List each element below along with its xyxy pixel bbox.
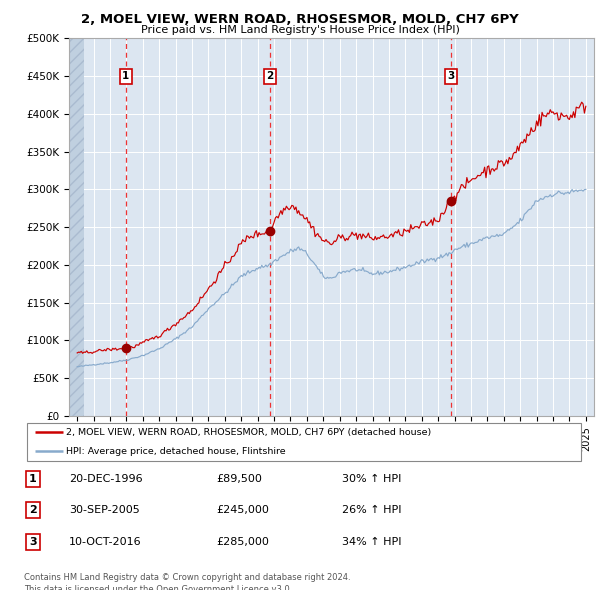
Text: £245,000: £245,000 <box>216 506 269 515</box>
Text: 1: 1 <box>29 474 37 484</box>
Text: 10-OCT-2016: 10-OCT-2016 <box>69 537 142 546</box>
Text: 2: 2 <box>29 506 37 515</box>
FancyBboxPatch shape <box>27 423 581 461</box>
Text: 20-DEC-1996: 20-DEC-1996 <box>69 474 143 484</box>
Text: 30% ↑ HPI: 30% ↑ HPI <box>342 474 401 484</box>
Text: Contains HM Land Registry data © Crown copyright and database right 2024.
This d: Contains HM Land Registry data © Crown c… <box>24 573 350 590</box>
Text: 34% ↑ HPI: 34% ↑ HPI <box>342 537 401 546</box>
Text: £89,500: £89,500 <box>216 474 262 484</box>
Text: 2, MOEL VIEW, WERN ROAD, RHOSESMOR, MOLD, CH7 6PY: 2, MOEL VIEW, WERN ROAD, RHOSESMOR, MOLD… <box>81 13 519 26</box>
Text: 3: 3 <box>448 71 455 81</box>
Text: HPI: Average price, detached house, Flintshire: HPI: Average price, detached house, Flin… <box>66 447 286 455</box>
Text: £285,000: £285,000 <box>216 537 269 546</box>
Text: 2, MOEL VIEW, WERN ROAD, RHOSESMOR, MOLD, CH7 6PY (detached house): 2, MOEL VIEW, WERN ROAD, RHOSESMOR, MOLD… <box>66 428 431 437</box>
Text: 3: 3 <box>29 537 37 546</box>
Bar <box>69 38 84 416</box>
Text: Price paid vs. HM Land Registry's House Price Index (HPI): Price paid vs. HM Land Registry's House … <box>140 25 460 35</box>
Text: 30-SEP-2005: 30-SEP-2005 <box>69 506 140 515</box>
Text: 2: 2 <box>266 71 274 81</box>
Text: 26% ↑ HPI: 26% ↑ HPI <box>342 506 401 515</box>
Text: 1: 1 <box>122 71 130 81</box>
